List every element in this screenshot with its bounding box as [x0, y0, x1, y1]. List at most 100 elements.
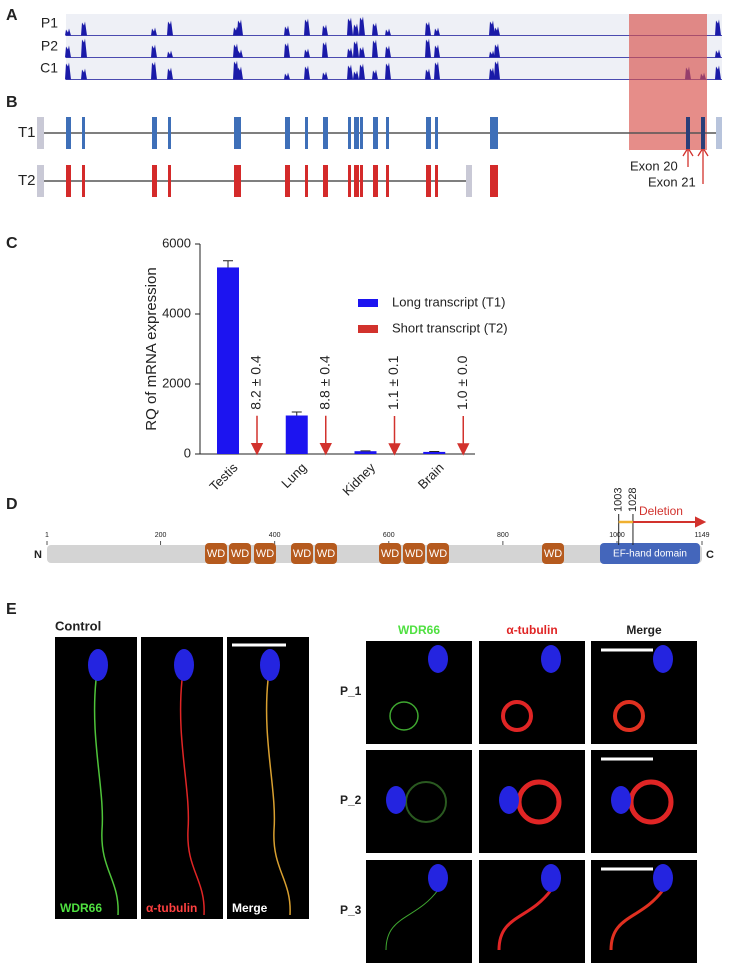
- coverage-peak: [347, 17, 353, 36]
- y-tick-label: 2000: [162, 375, 191, 390]
- coverage-peak: [494, 60, 500, 80]
- coverage-peak: [359, 63, 365, 80]
- bar: [423, 451, 446, 454]
- domain-label: WD: [231, 548, 249, 560]
- image: [479, 641, 585, 744]
- channel-header: WDR66: [398, 623, 440, 637]
- control-title: Control: [55, 618, 101, 633]
- domain: [205, 543, 227, 564]
- sperm-head: [386, 786, 406, 814]
- coverage-peak: [385, 45, 391, 58]
- transcript-label: T1: [18, 124, 36, 141]
- error-bar: [223, 260, 233, 268]
- x-tick-label: Kidney: [339, 460, 378, 499]
- coverage-peak: [237, 49, 243, 58]
- coverage-peak: [167, 67, 173, 80]
- image: [479, 750, 585, 853]
- coverage-peak: [151, 44, 157, 58]
- sperm-head: [541, 645, 561, 673]
- domain-label: EF-hand domain: [613, 549, 687, 560]
- domain: [403, 543, 425, 564]
- coverage-peak: [237, 19, 243, 36]
- sperm-head: [428, 864, 448, 892]
- exon: [323, 117, 328, 149]
- exon: [495, 165, 498, 197]
- terminus: N: [34, 549, 42, 561]
- exon: [426, 165, 431, 197]
- coverage-peak: [347, 64, 353, 80]
- transcript-label: T2: [18, 172, 36, 189]
- exon: [285, 117, 290, 149]
- scale-tick-label: 400: [269, 532, 281, 539]
- deletion-arrow: [632, 516, 707, 528]
- sperm-head: [428, 645, 448, 673]
- exon: [66, 165, 71, 197]
- channel-label: α-tubulin: [146, 901, 197, 915]
- arrow-marker: [319, 415, 332, 456]
- exon: [360, 117, 363, 149]
- image: [591, 860, 697, 963]
- coverage-peak: [151, 27, 157, 36]
- domain-label: WD: [429, 548, 447, 560]
- deletion-bound: 1028: [627, 488, 639, 512]
- exon-label: Exon 21: [648, 174, 696, 189]
- row-label: P_2: [340, 793, 362, 807]
- scale-tick-label: 1: [45, 532, 49, 539]
- exon: [435, 165, 438, 197]
- coverage-peak: [425, 21, 431, 36]
- image: [591, 641, 697, 744]
- exon: [686, 117, 690, 149]
- domain-label: WD: [256, 548, 274, 560]
- exon: [66, 117, 71, 149]
- coverage-peak: [385, 62, 391, 80]
- domain-label: WD: [544, 548, 562, 560]
- coiled-flagellum: [516, 779, 562, 825]
- x-tick-label: Testis: [206, 460, 240, 494]
- coverage-peak: [489, 50, 495, 58]
- domain: [379, 543, 401, 564]
- channel-label: WDR66: [60, 901, 102, 915]
- image: [479, 860, 585, 963]
- flagellum: [93, 679, 119, 916]
- coverage-peak: [434, 44, 440, 58]
- exon: [82, 165, 85, 197]
- sperm-head: [260, 649, 280, 681]
- scale-tick-label: 200: [155, 532, 167, 539]
- coverage-peak: [347, 47, 353, 58]
- deletion-label: Deletion: [639, 504, 683, 518]
- coverage-peak: [494, 26, 500, 36]
- coverage-peak: [372, 39, 378, 58]
- exon: [354, 165, 359, 197]
- coverage-peak: [81, 21, 87, 36]
- image: [366, 750, 472, 853]
- image: [366, 641, 472, 744]
- exon: [238, 165, 241, 197]
- track-bg: [66, 14, 722, 80]
- coverage-peak: [359, 16, 365, 36]
- coverage-peak: [81, 68, 87, 80]
- row-label: P_1: [340, 684, 362, 698]
- sperm-head: [611, 786, 631, 814]
- coverage-peak: [359, 46, 365, 58]
- exon: [152, 117, 157, 149]
- exon: [152, 165, 157, 197]
- scale-tick-label: 1000: [609, 532, 625, 539]
- flagellum: [609, 889, 665, 951]
- coverage-peak: [284, 72, 290, 80]
- track-label: C1: [40, 60, 58, 76]
- patient-images: [366, 641, 697, 963]
- panel-label: D: [6, 496, 18, 513]
- panel-label: A: [6, 7, 18, 24]
- exon: [168, 165, 171, 197]
- coverage-peak: [715, 65, 721, 80]
- legend-swatch: [358, 299, 378, 307]
- channel-label: Merge: [232, 901, 268, 915]
- coverage-peak: [489, 67, 495, 80]
- domain: [254, 543, 276, 564]
- sperm-head: [88, 649, 108, 681]
- coverage-peak: [494, 43, 500, 58]
- exon-label: Exon 20: [630, 158, 678, 173]
- exon: [426, 117, 431, 149]
- exon: [82, 117, 85, 149]
